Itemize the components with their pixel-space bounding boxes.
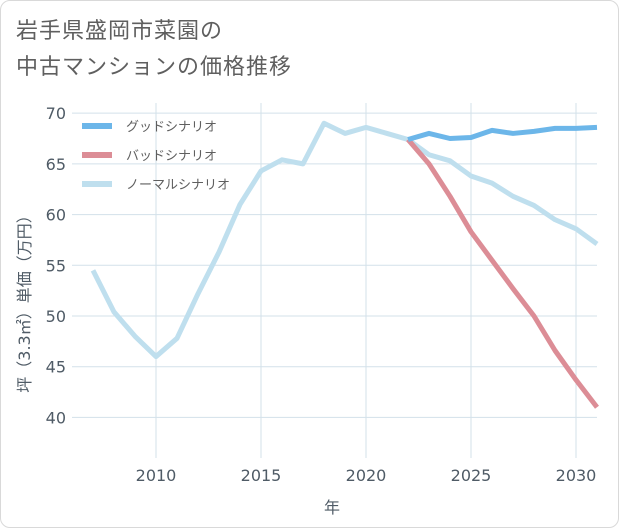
y-tick-label: 65 [46,155,66,174]
chart-title: 岩手県盛岡市菜園の 中古マンションの価格推移 [16,14,292,86]
y-tick-label: 55 [46,256,66,275]
y-tick-label: 70 [46,104,66,123]
x-tick-label: 2030 [556,466,597,485]
y-tick-label: 50 [46,307,66,326]
legend-label-1: バッドシナリオ [126,149,217,164]
grid-lines [72,103,597,458]
legend-label-2: ノーマルシナリオ [126,178,230,193]
series-line-0 [407,124,598,142]
series-line-2 [90,120,599,360]
x-tick-label: 2015 [241,466,282,485]
y-axis-ticks: 40 45 50 55 60 65 70 [46,104,66,427]
y-tick-label: 60 [46,206,66,225]
x-axis-ticks: 2010 2015 2020 2025 2030 [136,466,597,485]
y-tick-label: 45 [46,358,66,377]
legend-label-0: グッドシナリオ [126,120,217,135]
series-lines [90,120,599,409]
x-tick-label: 2020 [346,466,387,485]
y-tick-label: 40 [46,408,66,427]
series-line-1 [406,137,599,409]
x-tick-label: 2025 [451,466,492,485]
y-axis-title: 坪（3.3㎡）単価（万円） [15,207,34,392]
chart-title-line-2: 中古マンションの価格推移 [16,55,293,80]
x-tick-label: 2010 [136,466,177,485]
chart-title-line-1: 岩手県盛岡市菜園の [16,19,224,44]
x-axis-title: 年 [324,498,340,517]
